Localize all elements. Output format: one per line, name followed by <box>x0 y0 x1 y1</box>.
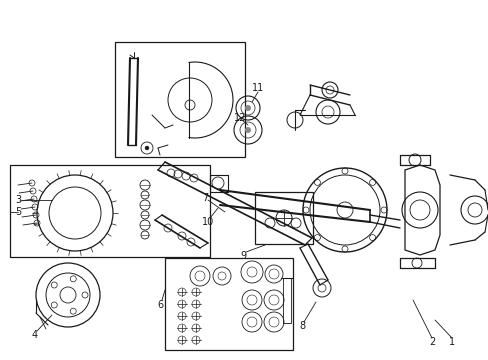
Bar <box>10 165 209 257</box>
Text: 4: 4 <box>32 330 38 340</box>
Text: 2: 2 <box>428 337 434 347</box>
Text: 3: 3 <box>15 195 21 205</box>
Bar <box>115 42 244 157</box>
Text: 9: 9 <box>240 251 245 261</box>
Bar <box>164 258 292 350</box>
Text: 1: 1 <box>448 337 454 347</box>
Text: 8: 8 <box>298 321 305 331</box>
Text: 10: 10 <box>202 217 214 227</box>
Circle shape <box>244 127 250 133</box>
Text: 5: 5 <box>15 207 21 217</box>
Text: 7: 7 <box>202 193 208 203</box>
Circle shape <box>244 105 250 111</box>
Text: 11: 11 <box>251 83 264 93</box>
Bar <box>283 278 290 323</box>
Circle shape <box>145 146 149 150</box>
Text: 12: 12 <box>233 113 245 123</box>
Text: 6: 6 <box>157 300 163 310</box>
Bar <box>254 192 312 244</box>
